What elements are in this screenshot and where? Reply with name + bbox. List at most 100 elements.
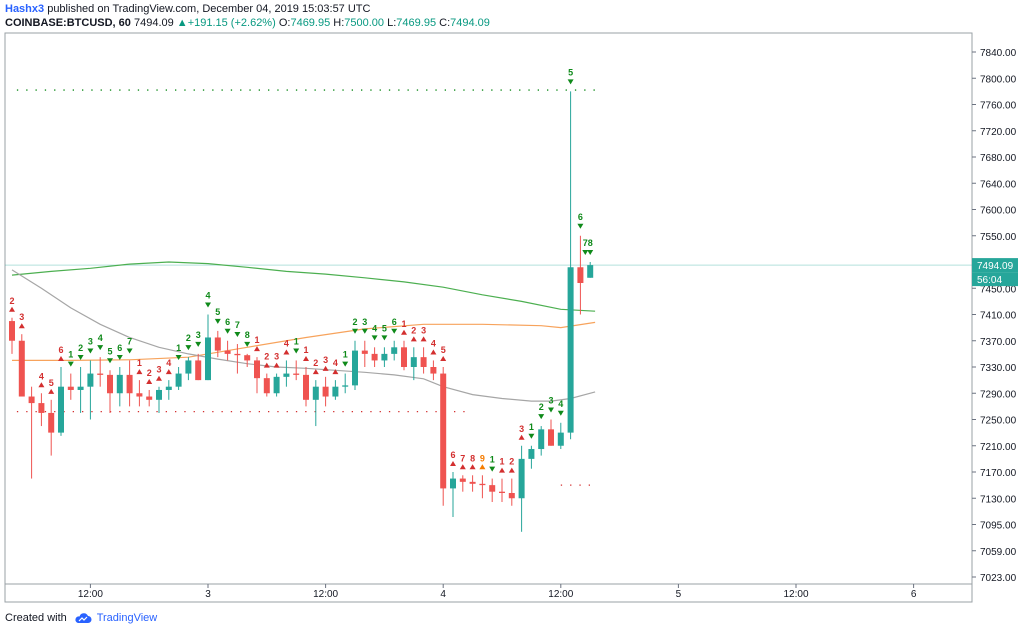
author-link[interactable]: Hashx3: [5, 3, 45, 15]
signal-label: 4: [431, 338, 436, 348]
signal-label: 4: [558, 399, 563, 409]
signal-triangle: [528, 433, 535, 439]
candle-body: [195, 360, 202, 381]
signal-label: 5: [441, 345, 446, 355]
signal-triangle: [469, 464, 476, 470]
low-value: 7469.95: [396, 17, 437, 29]
signal-triangle: [205, 302, 211, 308]
candle-body: [156, 389, 162, 400]
y-tick-label: 7130.00: [980, 494, 1017, 505]
low-label: L:: [387, 17, 397, 29]
candle-body: [263, 378, 270, 394]
signal-triangle: [440, 356, 447, 361]
signal-label: 3: [362, 317, 367, 327]
candle-body: [234, 353, 241, 356]
y-tick-label: 7450.00: [980, 284, 1017, 295]
signal-triangle: [146, 378, 153, 384]
change-text: +191.15 (+2.62%): [187, 17, 276, 29]
signal-triangle: [381, 335, 388, 341]
signal-triangle: [38, 382, 45, 388]
signal-label: 7: [235, 320, 240, 330]
signal-triangle: [263, 362, 270, 368]
signal-triangle: [224, 328, 231, 334]
candle-body: [293, 373, 300, 375]
candle-body: [9, 321, 15, 341]
signal-triangle: [567, 79, 574, 85]
signal-label: 2: [509, 457, 514, 467]
signal-triangle: [548, 407, 554, 413]
signal-label: 2: [147, 368, 152, 378]
signal-label: 5: [382, 323, 387, 333]
candle-body: [381, 353, 388, 361]
y-tick-label: 7059.00: [980, 547, 1017, 558]
signal-label: 7: [583, 238, 588, 248]
signal-triangle: [489, 466, 496, 472]
y-tick-label: 7250.00: [980, 416, 1017, 427]
signal-triangle: [116, 355, 123, 360]
published-text: published on TradingView.com, December 0…: [44, 3, 371, 15]
signal-label: 5: [568, 67, 573, 77]
signal-label: 8: [588, 238, 593, 248]
candle-body: [185, 360, 192, 374]
close-value: 7494.09: [450, 17, 490, 29]
signal-label: 3: [156, 365, 161, 375]
candle-body: [48, 412, 55, 433]
candle-body: [440, 373, 447, 489]
tradingview-brand-link[interactable]: TradingView: [96, 612, 158, 624]
y-tick-label: 7330.00: [980, 363, 1017, 374]
candle-body: [479, 483, 486, 486]
y-tick-label: 7680.00: [980, 153, 1017, 164]
signal-triangle: [391, 328, 398, 334]
countdown-tag: [972, 272, 1018, 287]
signal-triangle: [430, 349, 437, 355]
candle-body: [87, 373, 94, 387]
signal-label: 1: [303, 345, 308, 355]
signal-triangle: [165, 369, 172, 375]
high-label: H:: [333, 17, 345, 29]
signal-triangle: [312, 369, 319, 375]
signal-triangle: [254, 346, 260, 352]
signal-triangle: [67, 361, 74, 367]
signal-label: 1: [401, 319, 406, 329]
signal-triangle: [582, 250, 589, 255]
candle-body: [332, 386, 339, 397]
candle-body: [548, 429, 554, 446]
created-with-text: Created with: [5, 612, 67, 624]
signal-label: 1: [529, 422, 534, 432]
signal-label: 4: [39, 371, 44, 381]
signal-label: 4: [284, 338, 289, 348]
signal-triangle: [508, 467, 515, 473]
y-tick-label: 7410.00: [980, 311, 1017, 322]
signal-triangle: [332, 369, 339, 375]
signal-label: 7: [460, 453, 465, 463]
signal-label: 7: [127, 336, 132, 346]
signal-label: 2: [78, 343, 83, 353]
candle-body: [283, 373, 290, 377]
signal-triangle: [9, 306, 15, 312]
x-tick-label: 12:00: [313, 589, 338, 600]
signal-triangle: [293, 348, 300, 354]
candle-body: [58, 386, 64, 433]
candle-body: [587, 265, 594, 278]
time-axis-frame: [4, 583, 973, 603]
signal-triangle: [156, 375, 162, 381]
signal-label: 6: [117, 343, 122, 353]
signal-label: 6: [392, 317, 397, 327]
signal-triangle: [58, 356, 64, 361]
signal-triangle: [195, 341, 202, 347]
moving-average-line: [11, 261, 596, 312]
symbol-label: COINBASE:BTCUSD, 60: [5, 17, 131, 29]
candle-body: [77, 386, 84, 390]
signal-triangle: [538, 414, 545, 420]
candle-body: [38, 403, 45, 413]
signal-label: 4: [333, 358, 338, 368]
signal-triangle: [577, 223, 584, 229]
signal-label: 4: [98, 333, 103, 343]
signal-label: 2: [313, 358, 318, 368]
signal-triangle: [185, 345, 192, 351]
signal-label: 1: [343, 350, 348, 360]
signal-label: 1: [137, 358, 142, 368]
